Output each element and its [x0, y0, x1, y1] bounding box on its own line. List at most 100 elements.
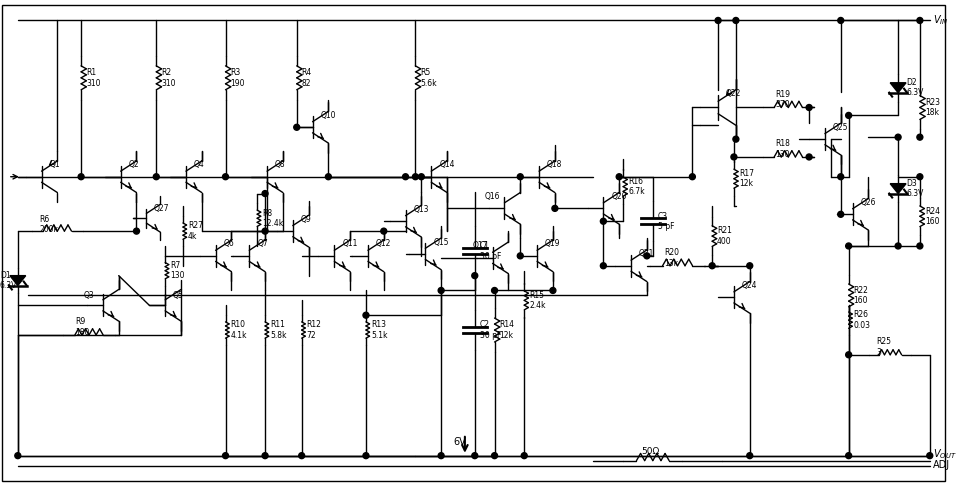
Text: Q9: Q9 — [300, 215, 311, 224]
Circle shape — [746, 452, 753, 459]
Circle shape — [438, 288, 444, 294]
Text: Q24: Q24 — [742, 281, 757, 290]
Text: Q3: Q3 — [84, 291, 95, 300]
Text: R23
18k: R23 18k — [924, 98, 940, 117]
Circle shape — [837, 174, 844, 180]
Circle shape — [806, 154, 812, 160]
Text: ADJ: ADJ — [933, 460, 950, 469]
Text: R22
160: R22 160 — [854, 286, 868, 305]
Text: R14
12k: R14 12k — [500, 320, 515, 340]
Circle shape — [472, 273, 478, 278]
Polygon shape — [890, 83, 906, 93]
Text: Q16: Q16 — [484, 192, 501, 201]
Text: R12
72: R12 72 — [306, 320, 322, 340]
Polygon shape — [10, 276, 26, 286]
Polygon shape — [890, 184, 906, 193]
Text: Q4: Q4 — [194, 160, 205, 169]
Text: R20
13k: R20 13k — [665, 248, 679, 267]
Text: Q18: Q18 — [547, 160, 563, 169]
Circle shape — [418, 174, 424, 180]
Text: Q6: Q6 — [224, 240, 234, 248]
Circle shape — [917, 174, 923, 180]
Text: Q15: Q15 — [434, 238, 449, 246]
Circle shape — [438, 452, 444, 459]
Circle shape — [746, 263, 753, 269]
Circle shape — [294, 124, 300, 130]
Text: Q14: Q14 — [439, 160, 455, 169]
Circle shape — [550, 288, 556, 294]
Text: R7
130: R7 130 — [170, 261, 185, 280]
Text: Q5: Q5 — [173, 291, 184, 300]
Circle shape — [895, 243, 901, 249]
Circle shape — [381, 228, 387, 234]
Text: Q10: Q10 — [321, 111, 336, 120]
Text: C2
30 pF: C2 30 pF — [479, 320, 501, 340]
Text: C1
30 pF: C1 30 pF — [479, 241, 501, 260]
Text: D1
6.3V: D1 6.3V — [0, 271, 17, 290]
Text: Q27: Q27 — [153, 204, 168, 213]
Text: Q25: Q25 — [833, 123, 848, 132]
Text: R2
310: R2 310 — [161, 68, 176, 87]
Circle shape — [518, 253, 523, 259]
Text: D3
6.3V: D3 6.3V — [906, 179, 924, 198]
Text: R17
12k: R17 12k — [739, 169, 754, 189]
Circle shape — [262, 191, 268, 196]
Circle shape — [917, 134, 923, 140]
Circle shape — [363, 312, 369, 318]
Text: C3
5 pF: C3 5 pF — [657, 211, 675, 231]
Circle shape — [600, 263, 607, 269]
Circle shape — [472, 452, 478, 459]
Text: R21
400: R21 400 — [717, 226, 732, 246]
Text: R24
160: R24 160 — [924, 207, 940, 226]
Circle shape — [733, 136, 739, 142]
Text: Q12: Q12 — [376, 240, 391, 248]
Circle shape — [363, 452, 369, 459]
Circle shape — [492, 452, 498, 459]
Text: Q19: Q19 — [545, 240, 561, 248]
Text: R15
2.4k: R15 2.4k — [529, 291, 545, 310]
Circle shape — [926, 452, 933, 459]
Circle shape — [262, 452, 268, 459]
Circle shape — [223, 174, 229, 180]
Circle shape — [895, 134, 901, 140]
Circle shape — [492, 288, 498, 294]
Circle shape — [616, 174, 622, 180]
Circle shape — [153, 174, 159, 180]
Circle shape — [299, 452, 304, 459]
Text: R1
310: R1 310 — [86, 68, 100, 87]
Circle shape — [522, 452, 527, 459]
Text: R11
5.8k: R11 5.8k — [270, 320, 286, 340]
Circle shape — [223, 452, 229, 459]
Text: R3
190: R3 190 — [231, 68, 245, 87]
Text: Q26: Q26 — [860, 198, 876, 207]
Text: R19
370: R19 370 — [775, 90, 790, 109]
Circle shape — [846, 452, 852, 459]
Text: $V_{IN}$: $V_{IN}$ — [933, 14, 948, 27]
Text: Q11: Q11 — [343, 240, 358, 248]
Circle shape — [846, 243, 852, 249]
Circle shape — [325, 174, 331, 180]
Text: R4
82: R4 82 — [301, 68, 312, 87]
Circle shape — [15, 452, 21, 459]
Text: R9
180: R9 180 — [76, 317, 90, 337]
Text: R6
200k: R6 200k — [39, 214, 58, 234]
Circle shape — [412, 174, 418, 180]
Circle shape — [806, 104, 812, 110]
Text: R16
6.7k: R16 6.7k — [628, 177, 645, 196]
Text: Q17: Q17 — [473, 242, 488, 250]
Circle shape — [709, 263, 715, 269]
Circle shape — [846, 112, 852, 119]
Circle shape — [262, 228, 268, 234]
Text: R10
4.1k: R10 4.1k — [231, 320, 247, 340]
Circle shape — [403, 174, 409, 180]
Circle shape — [715, 17, 721, 23]
Text: R25
3: R25 3 — [877, 337, 891, 357]
Circle shape — [837, 17, 844, 23]
Circle shape — [689, 174, 696, 180]
Circle shape — [78, 174, 84, 180]
Text: 6V: 6V — [454, 437, 466, 447]
Text: Q22: Q22 — [726, 89, 742, 98]
Text: D2
6.3V: D2 6.3V — [906, 78, 924, 97]
Text: R13
5.1k: R13 5.1k — [371, 320, 388, 340]
Text: R8
12.4k: R8 12.4k — [262, 208, 283, 228]
